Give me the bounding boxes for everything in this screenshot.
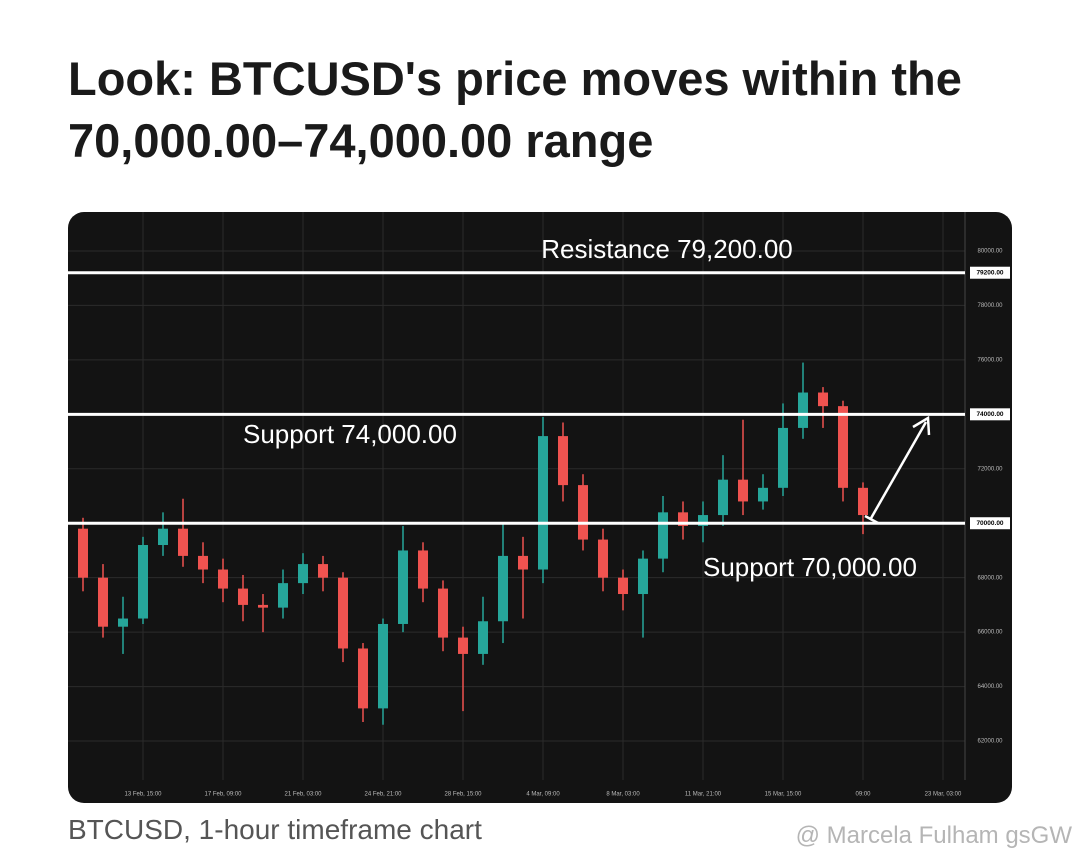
x-tick-label: 17 Feb, 09:00: [204, 792, 242, 798]
candle-body: [98, 577, 108, 627]
candle-body: [378, 623, 388, 709]
candle-body: [138, 545, 148, 619]
y-tick-label: 80000.00: [977, 249, 1003, 255]
candle-body: [278, 583, 288, 608]
level-annotation: Support 74,000.00: [243, 419, 457, 449]
projection-arrow: [864, 415, 931, 525]
x-tick-label: 09:00: [855, 792, 871, 798]
x-tick-label: 11 Mar, 21:00: [685, 792, 722, 798]
candle-body: [358, 648, 368, 709]
y-tick-label: 64000.00: [977, 684, 1003, 690]
level-tag-label: 74000.00: [976, 411, 1003, 418]
x-tick-label: 13 Feb, 15:00: [124, 792, 162, 798]
candle-body: [738, 479, 748, 502]
title-line: Look: BTCUSD's price moves within the: [68, 52, 962, 105]
candle-body: [498, 555, 508, 622]
y-tick-label: 76000.00: [977, 357, 1003, 363]
candle-body: [698, 515, 708, 526]
level-tag: [970, 408, 1010, 421]
level-tag-label: 79200.00: [976, 269, 1003, 276]
candle-body: [78, 528, 88, 578]
candle-body: [398, 550, 408, 624]
candle-body: [258, 604, 268, 608]
candle-body: [178, 528, 188, 556]
level-tag: [970, 266, 1010, 279]
arrow-tail: [864, 514, 879, 525]
candle-body: [598, 539, 608, 578]
candle-body: [718, 479, 728, 516]
x-tick-label: 24 Feb, 21:00: [364, 792, 402, 798]
candle-body: [298, 564, 308, 584]
candle-body: [538, 436, 548, 570]
watermark: @ Marcela Fulham gsGW: [795, 822, 1072, 849]
level-tag-label: 70000.00: [976, 520, 1003, 527]
caption: BTCUSD, 1-hour timeframe chart: [68, 814, 482, 845]
x-tick-label: 15 Mar, 15:00: [765, 792, 802, 798]
candle-body: [858, 487, 868, 516]
candle-body: [318, 564, 328, 578]
candle-body: [758, 487, 768, 502]
candle-body: [478, 621, 488, 654]
candle-body: [838, 406, 848, 488]
candle-body: [338, 577, 348, 649]
level-annotation: Resistance 79,200.00: [541, 234, 793, 264]
candle-body: [458, 637, 468, 654]
level-tag: [970, 517, 1010, 530]
candle-body: [578, 485, 588, 540]
article-title: Look: BTCUSD's price moves within the 70…: [68, 48, 962, 172]
candle-body: [658, 512, 668, 559]
candle-body: [818, 392, 828, 407]
x-tick-label: 8 Mar, 03:00: [606, 792, 640, 798]
candle-body: [238, 588, 248, 605]
candle-body: [438, 588, 448, 638]
candle-body: [678, 512, 688, 526]
title-line: 70,000.00–74,000.00 range: [68, 114, 654, 167]
candle-body: [778, 427, 788, 488]
x-tick-label: 23 Mar, 03:00: [925, 792, 962, 798]
candle-body: [618, 577, 628, 595]
y-tick-label: 62000.00: [977, 739, 1003, 745]
candle-body: [218, 569, 228, 589]
arrow-shaft: [868, 421, 928, 521]
candle-body: [518, 555, 528, 570]
x-tick-label: 4 Mar, 09:00: [526, 792, 560, 798]
arrow-head: [912, 415, 931, 436]
candle-body: [198, 555, 208, 570]
candle-body: [418, 550, 428, 589]
y-tick-label: 72000.00: [977, 466, 1003, 472]
y-tick-label: 68000.00: [977, 575, 1003, 581]
x-tick-label: 21 Feb, 03:00: [284, 792, 322, 798]
y-tick-label: 78000.00: [977, 303, 1003, 309]
x-tick-label: 28 Feb, 15:00: [444, 792, 482, 798]
candle-body: [118, 618, 128, 627]
candle-body: [638, 558, 648, 595]
chart: 62000.00 64000.00 66000.00 68000.00 72000.00…: [68, 212, 1012, 803]
y-tick-label: 66000.00: [977, 630, 1003, 636]
candle-body: [158, 528, 168, 546]
level-annotation: Support 70,000.00: [703, 552, 917, 582]
candle-body: [558, 436, 568, 486]
candle-body: [798, 392, 808, 428]
